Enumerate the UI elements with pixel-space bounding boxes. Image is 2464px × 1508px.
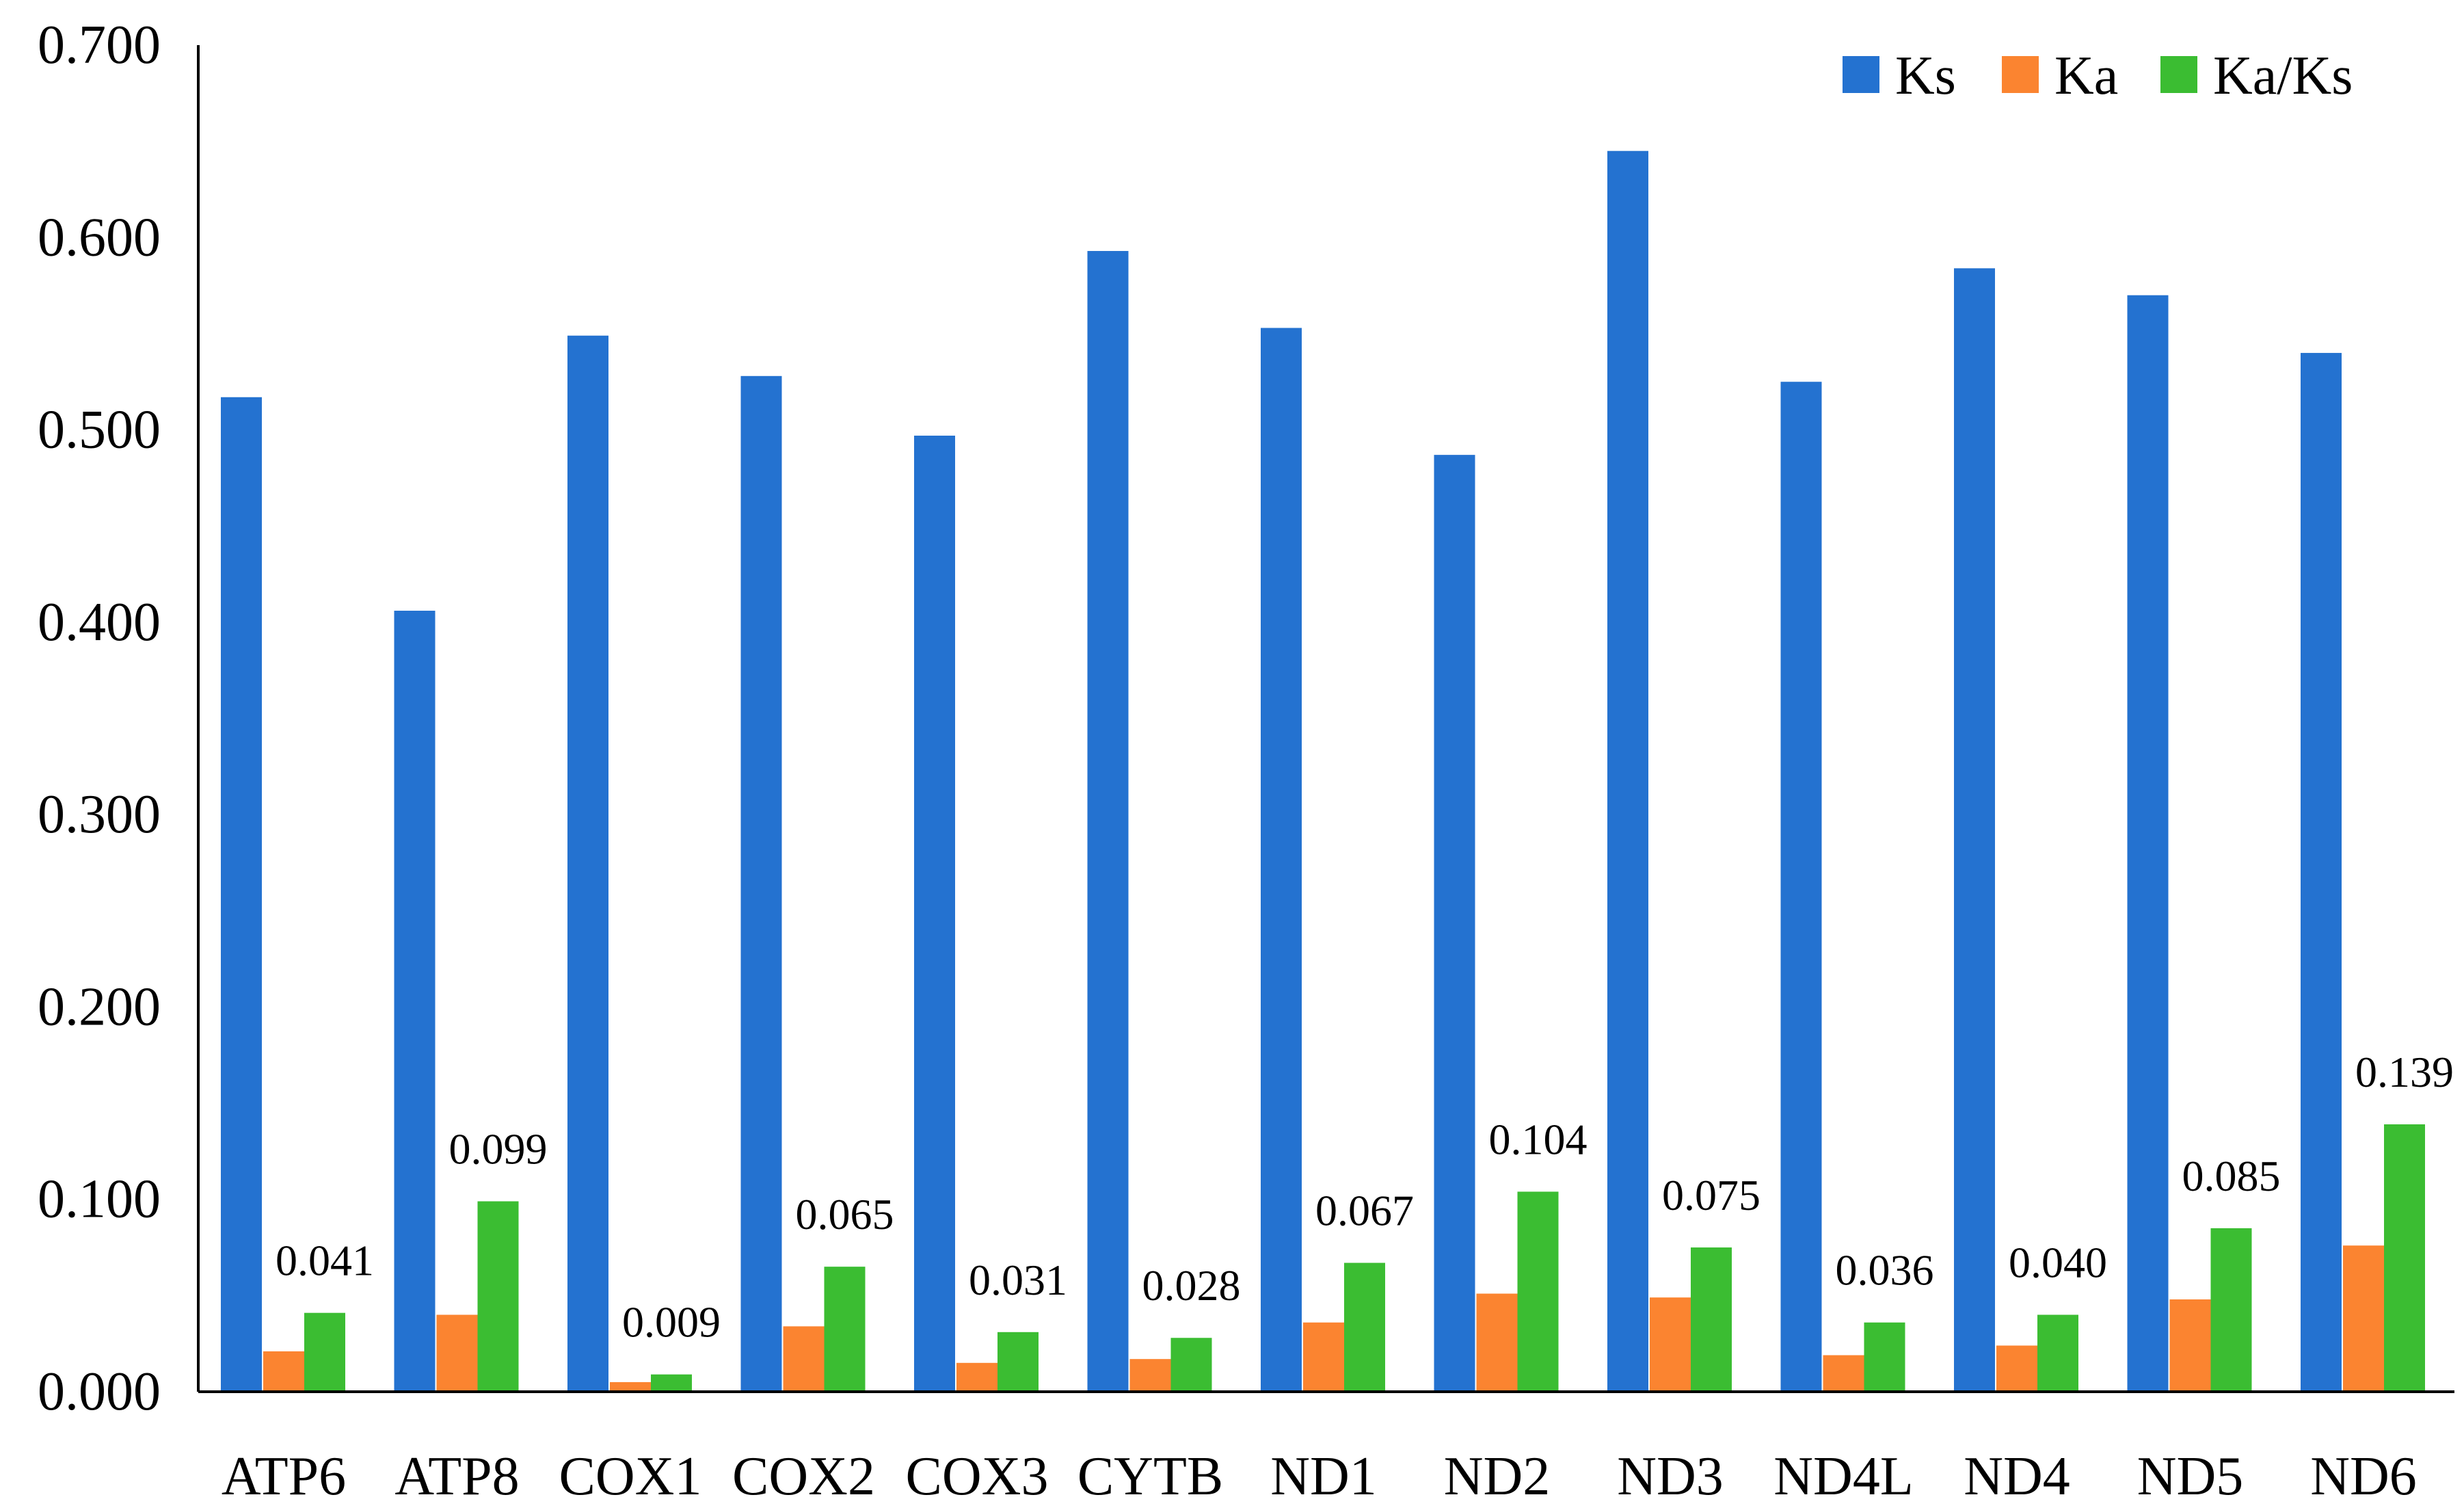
- bar-ka-nd4l: [1823, 1355, 1864, 1392]
- data-label-ka-ks-cytb: 0.028: [1142, 1261, 1241, 1310]
- bar-ka-ks-cox1: [651, 1374, 692, 1392]
- bar-ks-nd3: [1607, 150, 1648, 1392]
- x-tick-label: COX3: [906, 1446, 1049, 1507]
- bar-ks-nd6: [2301, 353, 2342, 1392]
- y-tick-label: 0.000: [38, 1362, 161, 1422]
- y-tick-label: 0.400: [38, 592, 161, 652]
- y-tick-label: 0.600: [38, 207, 161, 267]
- x-tick-label: ND4L: [1773, 1446, 1913, 1507]
- bar-ka-nd6: [2343, 1245, 2384, 1392]
- legend-swatch-ka-ks: [2160, 56, 2197, 93]
- x-tick-label: ND5: [2137, 1446, 2244, 1507]
- bar-ka-atp6: [263, 1351, 304, 1392]
- data-label-ka-ks-nd1: 0.067: [1315, 1187, 1414, 1235]
- y-tick-label: 0.700: [38, 15, 161, 75]
- bar-ks-cox1: [567, 335, 608, 1392]
- x-tick-label: ND1: [1270, 1446, 1377, 1507]
- y-tick-label: 0.300: [38, 784, 161, 845]
- data-label-ka-ks-cox2: 0.065: [796, 1190, 894, 1239]
- data-label-ka-ks-nd4: 0.040: [2009, 1238, 2107, 1286]
- bar-ka-cox2: [783, 1326, 825, 1392]
- data-label-ka-ks-nd5: 0.085: [2182, 1152, 2281, 1200]
- bar-ka-nd3: [1650, 1297, 1691, 1392]
- bar-ka-ks-cox2: [824, 1267, 866, 1392]
- x-axis-ticks: ATP6 ATP8 COX1 COX2 COX3 CYTB ND1 ND2 ND3 ND4L ND4…: [222, 1446, 2417, 1507]
- x-tick-label: CYTB: [1077, 1446, 1223, 1507]
- bar-ka-ks-nd1: [1344, 1262, 1385, 1392]
- bar-ka-nd4: [1996, 1345, 2037, 1392]
- bar-ks-cox2: [740, 375, 782, 1392]
- legend-swatch-ka: [2002, 56, 2039, 93]
- legend-swatch-ks: [1843, 56, 1879, 93]
- x-tick-label: ND2: [1444, 1446, 1551, 1507]
- bar-ks-nd1: [1261, 328, 1302, 1392]
- data-label-ka-ks-atp6: 0.041: [276, 1236, 374, 1285]
- y-tick-label: 0.200: [38, 977, 161, 1037]
- bar-ks-atp8: [394, 610, 436, 1392]
- x-tick-label: COX2: [732, 1446, 875, 1507]
- bar-ka-nd2: [1476, 1293, 1518, 1392]
- x-tick-label: ND6: [2310, 1446, 2417, 1507]
- bar-ks-nd4l: [1780, 382, 1822, 1392]
- bars: [221, 150, 2425, 1392]
- legend-label-ka-ks: Ka/Ks: [2213, 46, 2353, 106]
- data-label-ka-ks-cox3: 0.031: [969, 1256, 1067, 1304]
- bar-ks-atp6: [221, 397, 262, 1392]
- data-label-ka-ks-cox1: 0.009: [622, 1298, 721, 1347]
- legend: Ks Ka Ka/Ks: [1843, 46, 2353, 106]
- bar-ks-nd4: [1954, 268, 1995, 1392]
- bar-ka-nd5: [2169, 1299, 2211, 1392]
- data-label-ka-ks-atp8: 0.099: [449, 1125, 548, 1174]
- x-tick-label: ND3: [1617, 1446, 1724, 1507]
- legend-label-ks: Ks: [1895, 46, 1956, 106]
- bar-ka-nd1: [1303, 1322, 1344, 1392]
- bar-ka-ks-cytb: [1170, 1338, 1212, 1392]
- x-tick-label: ATP8: [394, 1446, 519, 1507]
- bar-ka-atp8: [436, 1314, 478, 1392]
- bar-ka-cox3: [956, 1362, 997, 1392]
- data-label-ka-ks-nd2: 0.104: [1489, 1115, 1588, 1163]
- bar-ka-cox1: [610, 1381, 651, 1392]
- bar-ks-cox3: [914, 436, 955, 1392]
- bar-ka-ks-nd4: [2037, 1314, 2078, 1392]
- bar-ka-ks-nd3: [1691, 1247, 1732, 1392]
- bar-ka-ks-nd4l: [1864, 1322, 1905, 1392]
- bar-ka-ks-cox3: [997, 1332, 1039, 1392]
- data-label-ka-ks-nd4l: 0.036: [1836, 1246, 1934, 1295]
- bar-ks-nd2: [1434, 455, 1475, 1392]
- y-axis-ticks: 0.000 0.100 0.200 0.300 0.400 0.500 0.600 0.700: [38, 15, 161, 1422]
- x-tick-label: ND4: [1964, 1446, 2070, 1507]
- x-tick-label: ATP6: [222, 1446, 346, 1507]
- bar-ks-cytb: [1087, 250, 1129, 1392]
- bar-ka-ks-nd6: [2384, 1124, 2425, 1392]
- bar-ka-ks-atp8: [477, 1201, 519, 1392]
- x-tick-label: COX1: [559, 1446, 702, 1507]
- data-label-ka-ks-nd3: 0.075: [1662, 1171, 1760, 1219]
- bar-ka-ks-atp6: [304, 1312, 345, 1392]
- bar-ka-ks-nd2: [1517, 1191, 1559, 1392]
- data-labels: 0.041 0.099 0.009 0.065 0.031 0.028 0.067 0.104…: [276, 1048, 2454, 1347]
- y-tick-label: 0.500: [38, 400, 161, 460]
- bar-ks-nd5: [2127, 295, 2169, 1392]
- y-tick-label: 0.100: [38, 1169, 161, 1230]
- bar-ka-cytb: [1129, 1359, 1171, 1392]
- data-label-ka-ks-nd6: 0.139: [2355, 1048, 2454, 1096]
- bar-ka-ks-nd5: [2210, 1228, 2252, 1392]
- legend-label-ka: Ka: [2054, 46, 2118, 106]
